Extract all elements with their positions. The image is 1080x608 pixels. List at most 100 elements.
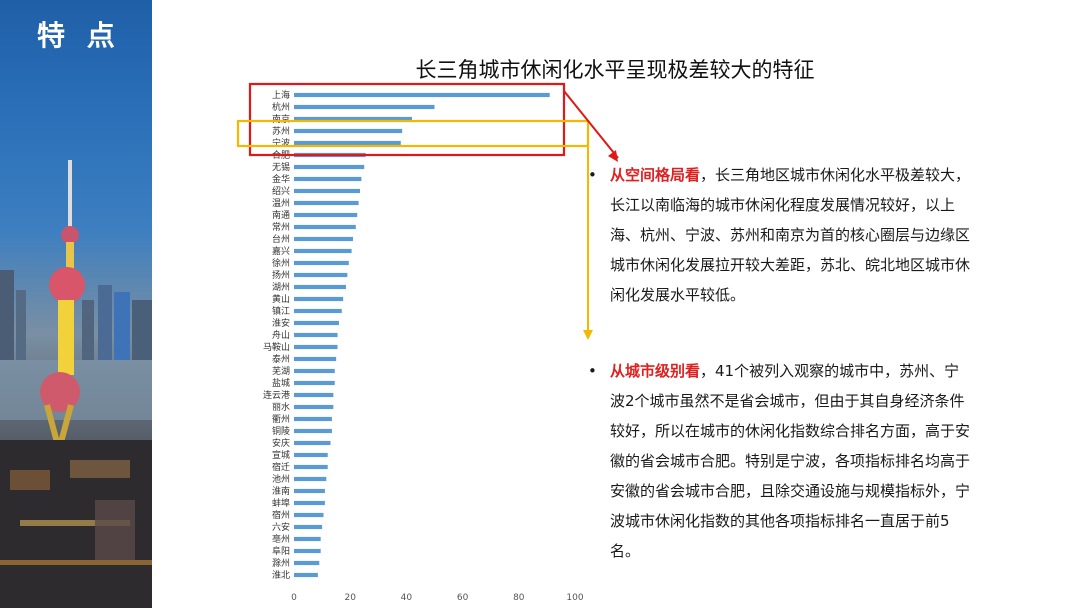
badge-label: 特 点: [37, 19, 121, 52]
bar-台州: [294, 236, 354, 242]
bullet-icon: •: [588, 362, 597, 380]
bar-宣城: [294, 452, 328, 458]
category-label: 淮安: [272, 317, 290, 329]
bar-铜陵: [294, 428, 332, 434]
bar-衢州: [294, 416, 332, 422]
category-label: 池州: [272, 473, 290, 485]
category-label: 六安: [272, 521, 290, 533]
category-label: 合肥: [272, 149, 290, 161]
x-tick-label: 40: [401, 593, 413, 603]
category-label: 连云港: [263, 389, 290, 401]
x-tick-label: 0: [291, 593, 297, 603]
bar-镇江: [294, 308, 342, 314]
category-label: 温州: [272, 198, 290, 209]
category-label: 无锡: [272, 162, 290, 173]
category-label: 嘉兴: [272, 245, 290, 257]
bar-蚌埠: [294, 500, 325, 506]
bar-上海: [294, 92, 550, 98]
note-city-level: • 从城市级别看，41个被列入观察的城市中，苏州、宁波2个城市虽然不是省会城市，…: [588, 356, 973, 566]
category-label: 黄山: [272, 293, 290, 305]
bar-徐州: [294, 260, 349, 266]
category-label: 滁州: [272, 558, 290, 569]
category-label: 蚌埠: [272, 497, 290, 509]
bar-宿迁: [294, 464, 328, 470]
category-label: 上海: [272, 89, 290, 101]
category-label: 绍兴: [272, 185, 290, 197]
category-label: 舟山: [272, 329, 290, 341]
bar-嘉兴: [294, 248, 352, 254]
category-label: 盐城: [272, 377, 290, 389]
bar-连云港: [294, 392, 334, 398]
bar-亳州: [294, 536, 321, 542]
category-label: 安庆: [272, 437, 290, 449]
category-label: 铜陵: [272, 425, 290, 437]
bar-盐城: [294, 380, 335, 386]
chart-title: 长三角城市休闲化水平呈现极差较大的特征: [415, 58, 815, 82]
category-label: 湖州: [272, 282, 290, 293]
category-label: 淮南: [272, 485, 290, 497]
note-highlight: 从空间格局看: [610, 166, 701, 184]
bar-丽水: [294, 404, 334, 410]
category-label: 阜阳: [272, 545, 290, 557]
bar-常州: [294, 224, 356, 230]
category-label: 镇江: [272, 305, 290, 317]
bar-泰州: [294, 356, 337, 362]
bar-金华: [294, 176, 362, 182]
category-label: 金华: [272, 173, 290, 185]
category-label: 亳州: [272, 533, 290, 545]
x-tick-label: 80: [513, 593, 525, 603]
section-badge: 特 点: [0, 0, 152, 68]
bar-湖州: [294, 284, 346, 290]
bar-温州: [294, 200, 359, 206]
category-label: 淮北: [272, 570, 290, 581]
category-label: 南通: [272, 209, 290, 221]
bullet-icon: •: [588, 166, 597, 184]
bar-南京: [294, 116, 413, 122]
category-label: 宿迁: [272, 461, 290, 473]
bar-扬州: [294, 272, 348, 278]
category-label: 宣城: [272, 449, 290, 461]
bar-宁波: [294, 140, 401, 146]
bar-绍兴: [294, 188, 361, 194]
decorative-city-photo: 特 点: [0, 0, 152, 608]
note-highlight: 从城市级别看: [610, 362, 701, 380]
category-label: 杭州: [272, 101, 290, 113]
x-tick-label: 100: [566, 593, 583, 603]
category-label: 常州: [272, 221, 290, 233]
category-label: 宿州: [272, 509, 290, 521]
category-label: 台州: [272, 233, 290, 245]
bar-淮安: [294, 320, 339, 326]
category-label: 宁波: [272, 137, 290, 149]
category-label: 马鞍山: [263, 341, 290, 353]
bar-无锡: [294, 164, 365, 170]
bar-池州: [294, 476, 327, 482]
x-tick-label: 20: [344, 593, 356, 603]
category-label: 泰州: [272, 353, 290, 365]
note-spatial: • 从空间格局看，长三角地区城市休闲化水平极差较大，长江以南临海的城市休闲化程度…: [588, 160, 973, 310]
bar-阜阳: [294, 548, 321, 554]
category-label: 丽水: [272, 401, 290, 413]
bar-舟山: [294, 332, 338, 338]
bar-淮南: [294, 488, 325, 494]
category-label: 苏州: [272, 125, 290, 137]
bar-安庆: [294, 440, 331, 446]
category-label: 芜湖: [272, 365, 290, 377]
bar-南通: [294, 212, 358, 218]
note-text: ，41个被列入观察的城市中，苏州、宁波2个城市虽然不是省会城市，但由于其自身经济…: [610, 362, 971, 560]
bar-苏州: [294, 128, 403, 134]
x-tick-label: 60: [457, 593, 469, 603]
bar-合肥: [294, 152, 366, 158]
bar-滁州: [294, 560, 320, 566]
bar-马鞍山: [294, 344, 338, 350]
category-label: 扬州: [272, 269, 290, 281]
bar-chart: 上海杭州南京苏州宁波合肥无锡金华绍兴温州南通常州台州嘉兴徐州扬州湖州黄山镇江淮安…: [263, 89, 584, 603]
category-label: 衢州: [272, 413, 290, 425]
category-label: 徐州: [272, 257, 290, 269]
bar-芜湖: [294, 368, 335, 374]
bar-黄山: [294, 296, 344, 302]
bar-宿州: [294, 512, 324, 518]
notes-panel: • 从空间格局看，长三角地区城市休闲化水平极差较大，长江以南临海的城市休闲化程度…: [588, 160, 973, 566]
category-label: 南京: [272, 113, 290, 125]
note-text: ，长三角地区城市休闲化水平极差较大，长江以南临海的城市休闲化程度发展情况较好，以…: [610, 166, 971, 304]
bar-六安: [294, 524, 323, 530]
